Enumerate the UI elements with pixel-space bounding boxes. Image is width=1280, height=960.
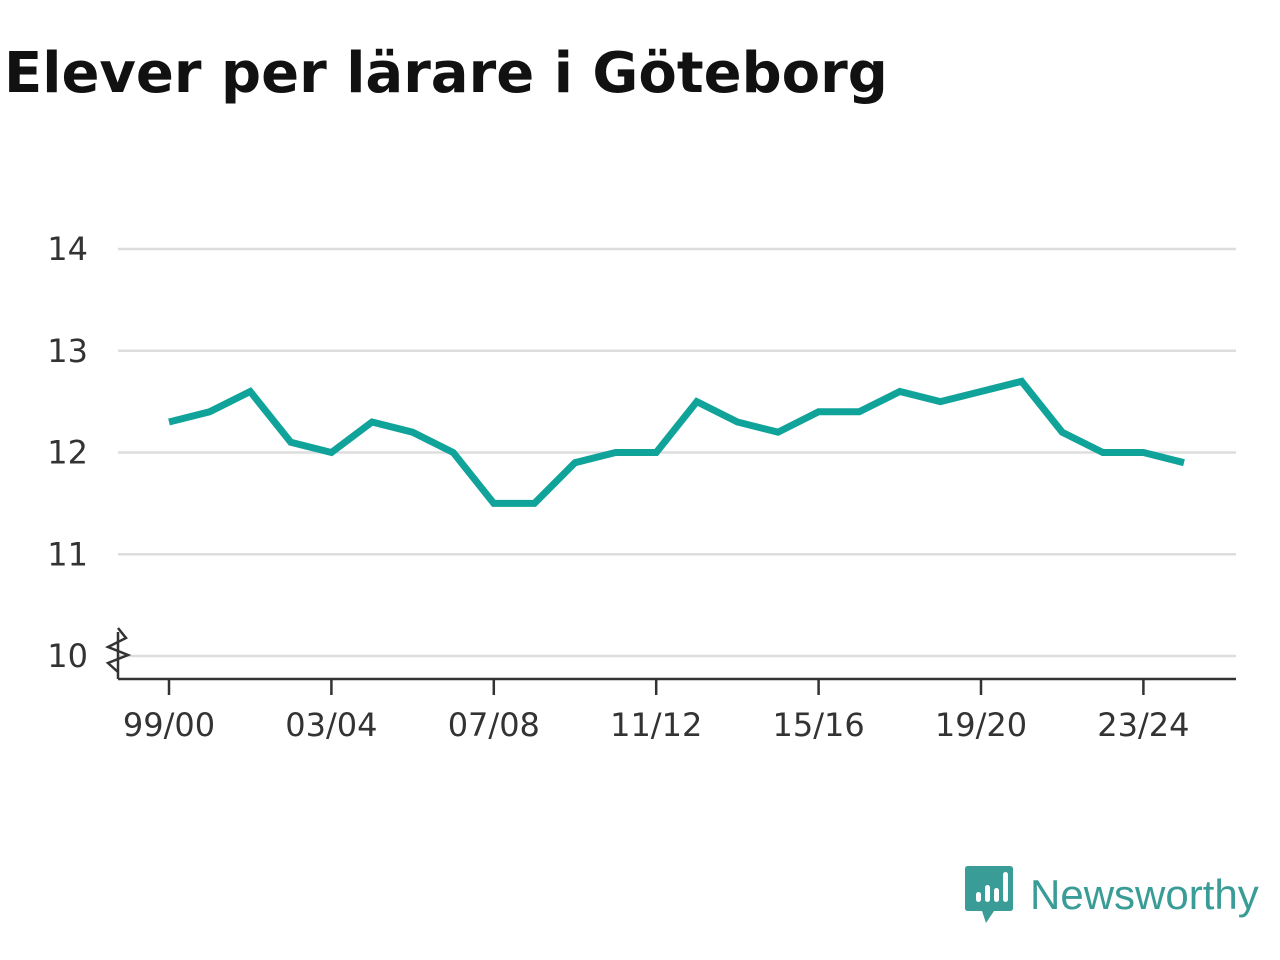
x-tick-label: 19/20 <box>935 706 1027 744</box>
x-tick-label: 15/16 <box>772 706 864 744</box>
x-tick-label: 07/08 <box>448 706 540 744</box>
x-tick-label: 11/12 <box>610 706 702 744</box>
y-axis-ticks: 10 11 12 13 14 <box>47 230 88 675</box>
x-tick-label: 23/24 <box>1097 706 1189 744</box>
x-tick-label: 99/00 <box>123 706 215 744</box>
brand-name: Newsworthy <box>1030 871 1259 918</box>
x-axis-ticks: 99/00 03/04 07/08 11/12 15/16 19/20 23/24 <box>123 679 1190 744</box>
chart-title: Elever per lärare i Göteborg <box>4 41 888 106</box>
axes <box>104 627 1236 681</box>
x-tick-label: 03/04 <box>285 706 377 744</box>
y-tick-label: 11 <box>47 535 88 573</box>
gridlines <box>118 247 1236 658</box>
y-tick-label: 12 <box>47 434 88 472</box>
y-tick-label: 10 <box>47 637 88 675</box>
series <box>168 377 1185 507</box>
y-tick-label: 13 <box>47 332 88 370</box>
newsworthy-logo-icon <box>965 866 1013 923</box>
series-line-0 <box>168 377 1185 507</box>
axis-break-icon <box>104 627 132 673</box>
y-tick-label: 14 <box>47 230 88 268</box>
brand-logo: Newsworthy <box>964 864 1259 926</box>
